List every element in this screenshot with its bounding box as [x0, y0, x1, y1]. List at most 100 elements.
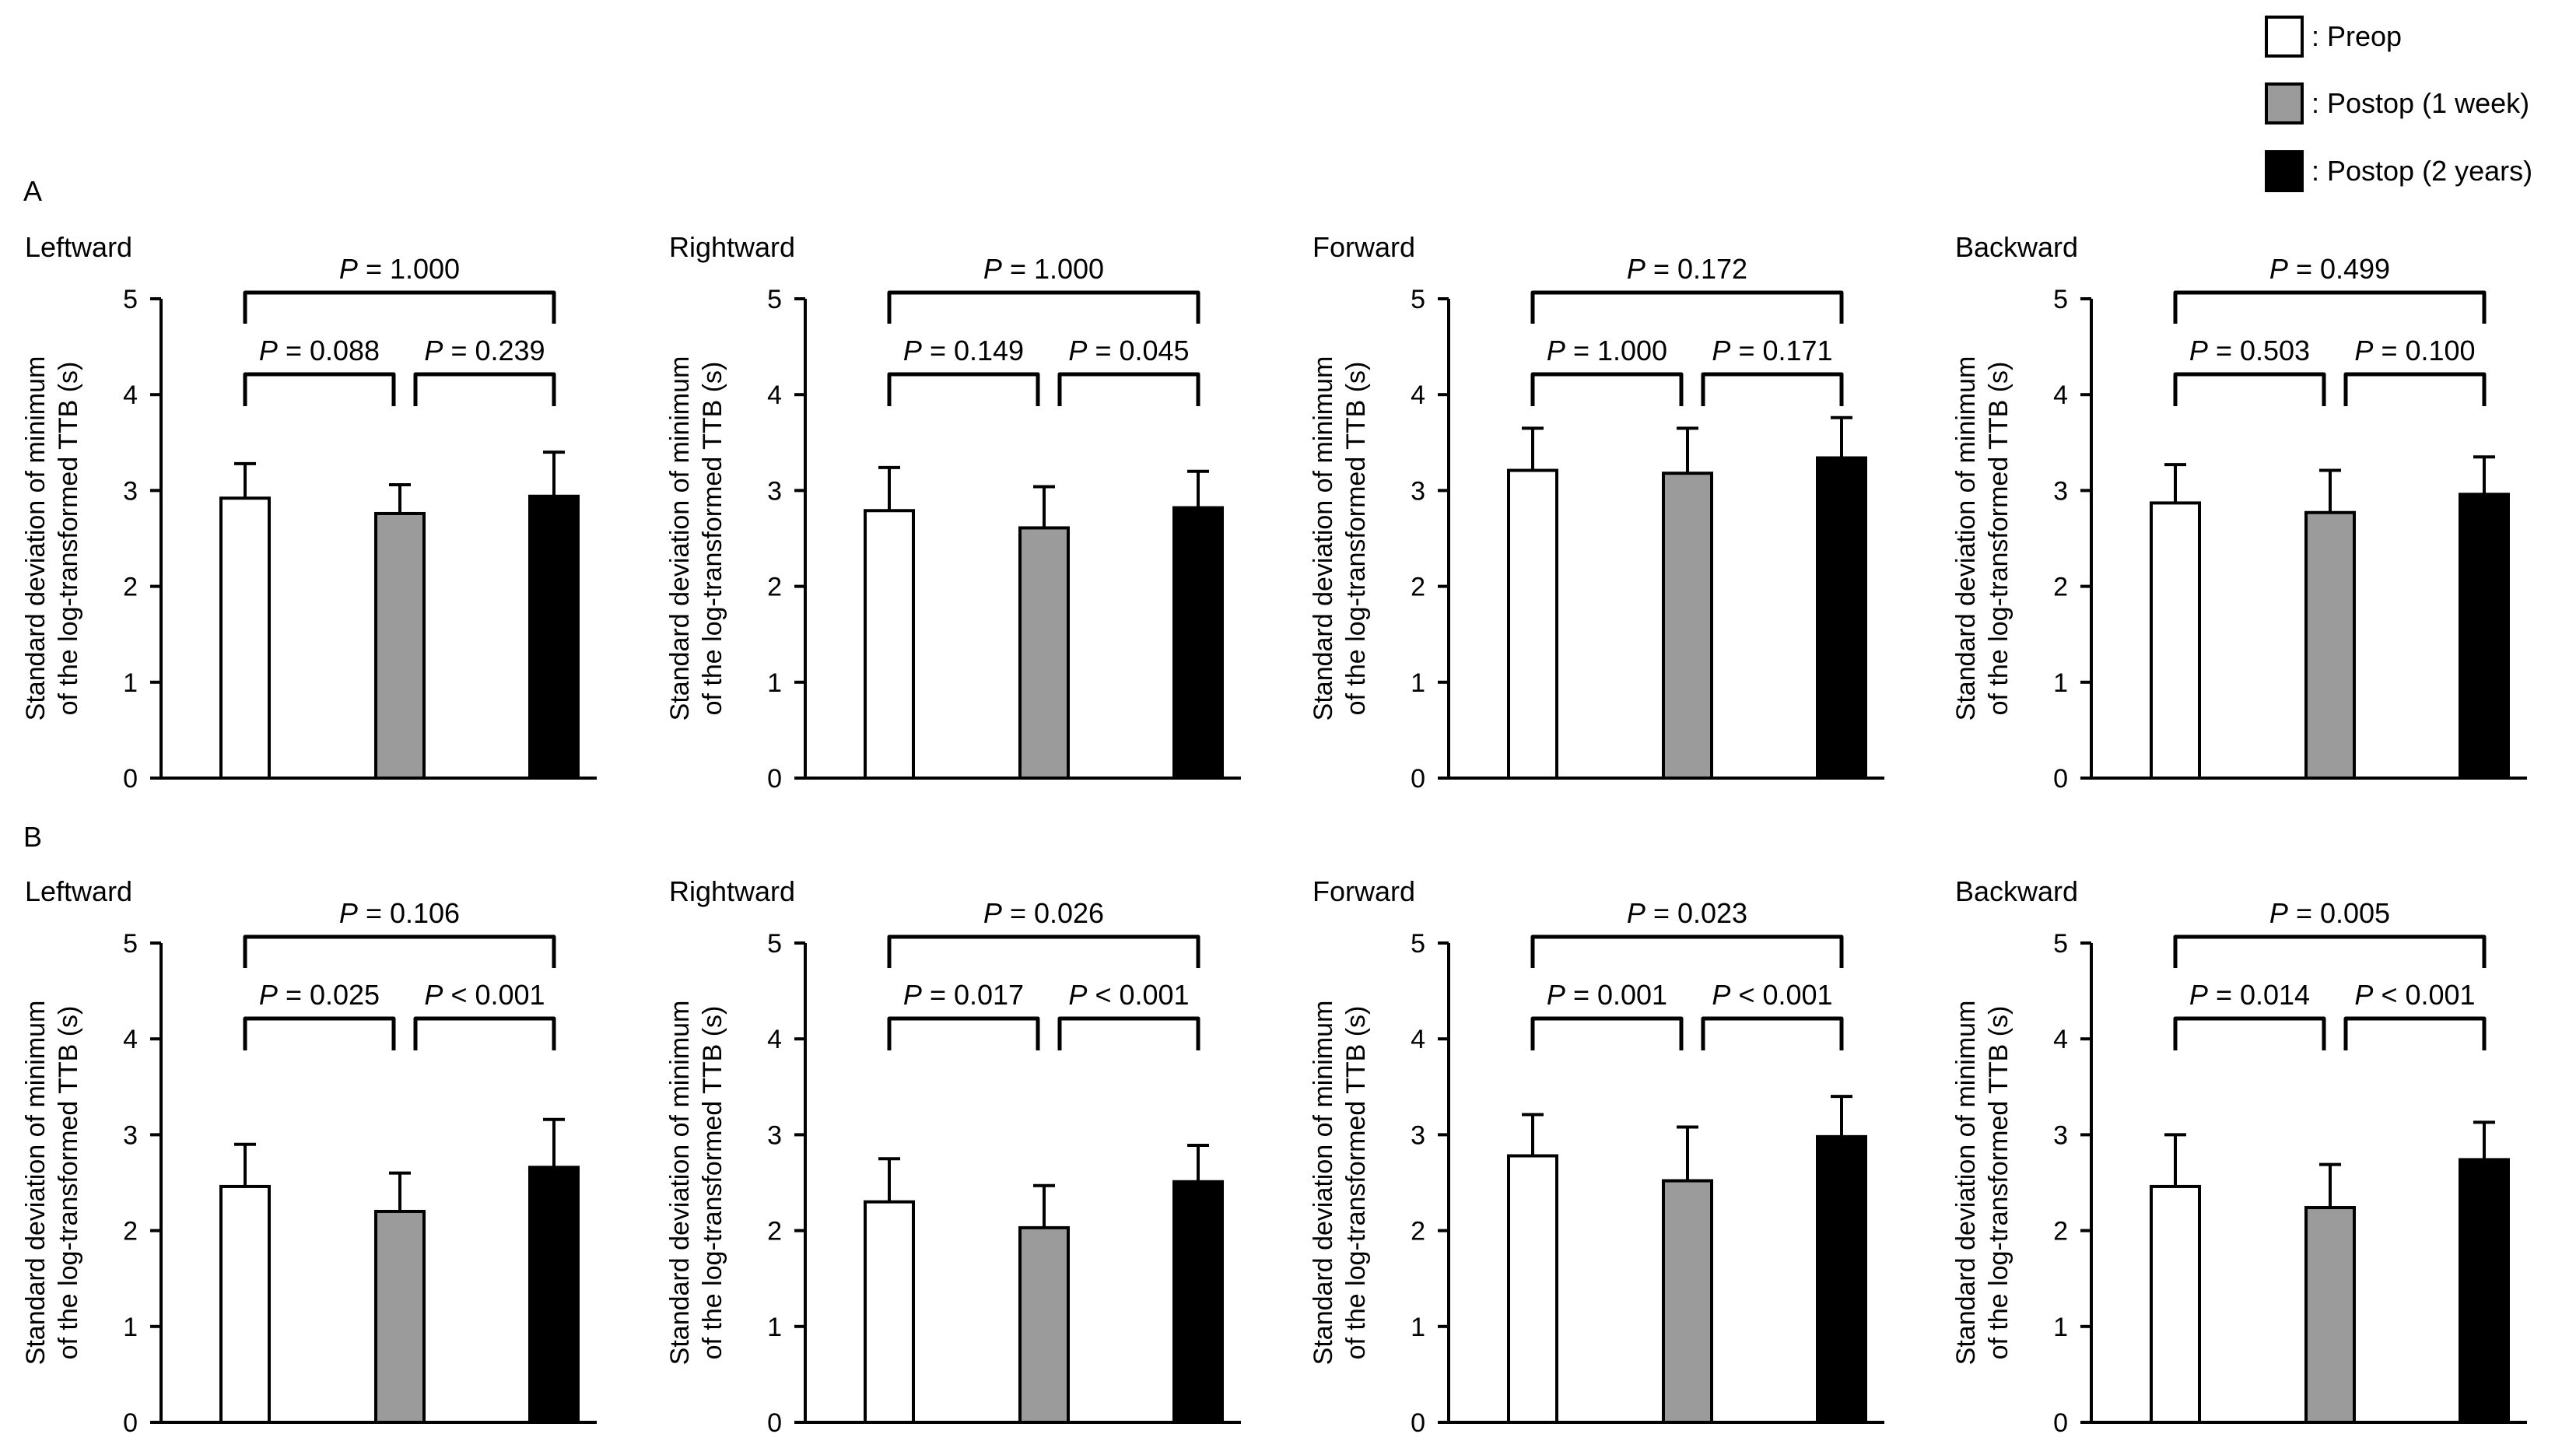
y-tick-label: 5 — [1411, 929, 1425, 959]
bracket-preop-vs-2years-pvalue: P = 0.026 — [983, 897, 1104, 929]
y-tick-label: 0 — [123, 764, 138, 794]
bar-postop-1-week — [374, 511, 426, 780]
bracket-preop-vs-2years-pvalue: P = 0.023 — [1627, 897, 1747, 929]
bar-postop-1-week — [1662, 1179, 1713, 1424]
y-tick-label: 0 — [2053, 764, 2068, 794]
chart-title: Rightward — [669, 231, 795, 263]
bracket-preop-vs-1week: P = 0.503 — [2173, 335, 2326, 406]
panel-label-b: B — [23, 821, 42, 853]
legend-item: : Postop (1 week) — [2265, 82, 2529, 124]
bracket-preop-vs-2years-line — [243, 934, 556, 968]
bracket-1week-vs-2years-line — [2343, 1016, 2487, 1050]
y-axis-label: Standard deviation of minimum of the log-… — [1309, 1001, 1371, 1366]
y-axis-label-line: of the log-transformed TTB (s) — [1341, 362, 1371, 716]
y-tick-label: 3 — [1411, 476, 1425, 506]
bracket-preop-vs-1week-line — [2173, 372, 2326, 406]
y-tick-label: 0 — [767, 764, 782, 794]
y-tick-label: 3 — [123, 476, 138, 506]
y-tick-label: 4 — [1411, 1025, 1425, 1054]
bar-postop-2-years — [528, 1166, 580, 1424]
bar-preop — [1507, 468, 1558, 780]
chart-title: Leftward — [25, 875, 132, 907]
y-axis-label: Standard deviation of minimum of the log-… — [1951, 1001, 2013, 1366]
bracket-preop-vs-1week: P = 0.149 — [887, 335, 1040, 406]
bar-postop-1-week — [2304, 1206, 2356, 1424]
y-tick-label: 3 — [767, 476, 782, 506]
bracket-preop-vs-1week-line — [243, 1016, 396, 1050]
y-axis-label: Standard deviation of minimum of the log-… — [1309, 356, 1371, 721]
bar-postop-2-years — [1816, 456, 1867, 780]
legend-label: : Postop (2 years) — [2311, 155, 2532, 187]
bracket-preop-vs-2years-line — [1530, 934, 1844, 968]
y-axis-label-line: of the log-transformed TTB (s) — [54, 362, 83, 716]
bar-preop — [864, 1200, 915, 1424]
y-tick-label: 0 — [1411, 764, 1425, 794]
bracket-preop-vs-2years-pvalue: P = 1.000 — [339, 253, 460, 285]
bracket-1week-vs-2years: P < 0.001 — [1701, 979, 1844, 1050]
y-tick-label: 5 — [767, 285, 782, 314]
y-tick-label: 1 — [1411, 668, 1425, 698]
chart-leftward-b: Leftward Standard deviation of minimum of … — [21, 875, 597, 1438]
bracket-1week-vs-2years-pvalue: P < 0.001 — [1712, 979, 1832, 1011]
bracket-preop-vs-1week: P = 1.000 — [1530, 335, 1684, 406]
bracket-preop-vs-2years: P = 0.172 — [1530, 253, 1844, 324]
y-tick-label: 4 — [2053, 380, 2068, 410]
bracket-1week-vs-2years: P < 0.001 — [1057, 979, 1200, 1050]
bracket-preop-vs-2years: P = 0.026 — [887, 897, 1200, 968]
y-tick-label: 1 — [123, 1313, 138, 1342]
bracket-1week-vs-2years: P < 0.001 — [413, 979, 556, 1050]
bracket-1week-vs-2years: P < 0.001 — [2343, 979, 2487, 1050]
bracket-preop-vs-1week-line — [2173, 1016, 2326, 1050]
bracket-preop-vs-2years-line — [2173, 934, 2487, 968]
legend-label: : Preop — [2311, 20, 2402, 52]
bracket-preop-vs-1week-pvalue: P = 0.014 — [2189, 979, 2310, 1011]
y-tick-label: 2 — [767, 1217, 782, 1246]
y-axis-label: Standard deviation of minimum of the log-… — [665, 356, 727, 721]
y-axis-label-line: Standard deviation of minimum — [1951, 356, 1981, 721]
bracket-preop-vs-1week-line — [887, 1016, 1040, 1050]
bar-postop-1-week — [374, 1209, 426, 1424]
bracket-preop-vs-1week-pvalue: P = 0.017 — [903, 979, 1024, 1011]
y-axis-label-line: of the log-transformed TTB (s) — [698, 362, 727, 716]
bracket-preop-vs-1week: P = 0.014 — [2173, 979, 2326, 1050]
bar-postop-1-week — [1018, 526, 1070, 780]
bracket-preop-vs-2years: P = 1.000 — [243, 253, 556, 324]
bracket-preop-vs-2years-line — [887, 290, 1200, 324]
y-axis-label-line: Standard deviation of minimum — [1309, 356, 1338, 721]
bracket-preop-vs-1week: P = 0.025 — [243, 979, 396, 1050]
bracket-preop-vs-1week: P = 0.001 — [1530, 979, 1684, 1050]
bracket-preop-vs-2years-pvalue: P = 0.106 — [339, 897, 460, 929]
chart-title: Leftward — [25, 231, 132, 263]
panel-label-a: A — [23, 175, 42, 207]
y-tick-label: 4 — [123, 1025, 138, 1054]
bracket-1week-vs-2years-line — [1701, 1016, 1844, 1050]
chart-title: Forward — [1313, 875, 1415, 907]
y-tick-label: 2 — [1411, 573, 1425, 602]
chart-leftward-a: Leftward Standard deviation of minimum of … — [21, 231, 597, 794]
bar-postop-1-week — [1662, 472, 1713, 780]
y-tick-label: 1 — [1411, 1313, 1425, 1342]
chart-title: Forward — [1313, 231, 1415, 263]
bracket-preop-vs-1week-pvalue: P = 0.088 — [259, 335, 380, 366]
bracket-1week-vs-2years-pvalue: P < 0.001 — [2354, 979, 2475, 1011]
y-tick-label: 4 — [1411, 380, 1425, 410]
bracket-preop-vs-2years-line — [887, 934, 1200, 968]
bar-postop-2-years — [2459, 493, 2510, 780]
bracket-preop-vs-2years-line — [2173, 290, 2487, 324]
bracket-preop-vs-1week: P = 0.088 — [243, 335, 396, 406]
chart-rightward-b: Rightward Standard deviation of minimum of… — [665, 875, 1241, 1438]
bracket-preop-vs-2years-line — [1530, 290, 1844, 324]
y-tick-label: 3 — [767, 1120, 782, 1150]
bracket-preop-vs-1week-line — [887, 372, 1040, 406]
y-axis-label-line: Standard deviation of minimum — [21, 1001, 51, 1366]
bar-preop — [2150, 1184, 2201, 1424]
legend-label: : Postop (1 week) — [2311, 87, 2529, 119]
legend: : Preop : Postop (1 week) : Postop (2 year… — [2265, 16, 2532, 192]
bracket-preop-vs-2years: P = 0.005 — [2173, 897, 2487, 968]
bracket-preop-vs-2years-pvalue: P = 0.499 — [2269, 253, 2390, 285]
y-tick-label: 4 — [2053, 1025, 2068, 1054]
legend-swatch — [2265, 150, 2304, 192]
bracket-1week-vs-2years: P = 0.239 — [413, 335, 556, 406]
bar-postop-2-years — [1172, 506, 1224, 780]
